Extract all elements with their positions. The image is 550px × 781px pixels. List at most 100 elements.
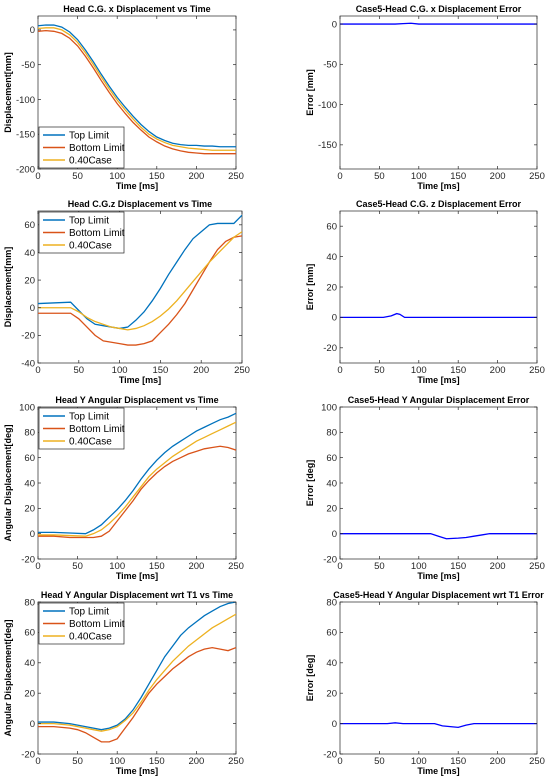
x-axis-label: Time [ms] [116, 571, 158, 581]
legend-label: 0.40Case [69, 156, 112, 167]
chart-panel-2: 0 50 100 150 200 250 -150 -100 -50 0 Case5-Head C.… [305, 4, 545, 191]
chart-title: Head Y Angular Displacement wrt T1 vs Ti… [41, 590, 233, 600]
y-tick-label: 80 [24, 597, 35, 608]
legend-label: 0.40Case [69, 632, 112, 643]
y-axis-label: Displacement[mm] [3, 247, 13, 328]
x-tick-label: 0 [35, 365, 40, 376]
x-tick-label: 0 [35, 561, 40, 572]
y-axis-label: Error [mm] [305, 69, 315, 116]
legend-label: 0.40Case [69, 241, 112, 252]
series-line-0-40case [38, 613, 236, 732]
y-tick-label: -20 [323, 749, 337, 760]
x-tick-label: 200 [490, 171, 506, 182]
x-tick-label: 100 [109, 171, 125, 182]
y-axis-label: Angular Displacement[deg] [3, 424, 13, 541]
y-tick-label: 0 [332, 313, 337, 324]
x-tick-label: 50 [72, 561, 83, 572]
y-tick-label: 60 [24, 453, 35, 464]
y-tick-label: -150 [318, 140, 337, 151]
legend-box [38, 211, 125, 254]
chart-title: Head C.G.z Displacement vs Time [68, 199, 212, 209]
x-tick-label: 250 [529, 756, 545, 767]
legend-label: Top Limit [69, 216, 109, 227]
y-tick-label: -50 [21, 60, 35, 71]
x-tick-label: 250 [228, 561, 244, 572]
plot-area [339, 601, 538, 755]
x-tick-label: 0 [337, 171, 342, 182]
legend-label: Top Limit [69, 607, 109, 618]
chart-title: Head C.G. x Displacement vs Time [63, 4, 210, 14]
series-line-bottom-limit [38, 235, 242, 346]
x-tick-label: 250 [234, 365, 250, 376]
legend-label: Bottom Limit [69, 143, 125, 154]
chart-title: Case5-Head C.G. z Displacement Error [356, 199, 522, 209]
x-tick-label: 150 [152, 365, 168, 376]
x-tick-label: 200 [188, 561, 204, 572]
x-tick-label: 0 [337, 756, 342, 767]
y-tick-label: 0 [30, 719, 35, 730]
y-tick-label: -50 [323, 60, 337, 71]
x-axis-label: Time [ms] [116, 766, 158, 776]
chart-title: Case5-Head Y Angular Displacement Error [348, 395, 530, 405]
x-tick-label: 150 [149, 756, 165, 767]
x-tick-label: 200 [490, 365, 506, 376]
x-tick-label: 200 [490, 561, 506, 572]
series-line-error [340, 22, 537, 25]
x-tick-label: 0 [337, 561, 342, 572]
y-tick-label: 80 [326, 428, 337, 439]
series-line-bottom-limit [38, 445, 236, 539]
y-tick-label: -20 [21, 331, 35, 342]
legend-label: Top Limit [69, 412, 109, 423]
x-tick-label: 50 [374, 561, 385, 572]
x-tick-label: 100 [411, 365, 427, 376]
y-axis-label: Displacement[mm] [3, 52, 13, 133]
y-tick-label: 20 [326, 689, 337, 700]
y-tick-label: -200 [16, 164, 35, 175]
y-tick-label: 40 [24, 478, 35, 489]
x-tick-label: 100 [411, 756, 427, 767]
y-tick-label: -20 [323, 343, 337, 354]
y-tick-label: 0 [332, 19, 337, 30]
series-line-bottom-limit [38, 29, 236, 155]
x-tick-label: 250 [228, 171, 244, 182]
chart-panel-3: 0 50 100 150 200 250 -40 -20 0 20 40 60 Head C.G.z D… [3, 199, 250, 385]
series-line-error [340, 533, 537, 540]
y-tick-label: 20 [24, 504, 35, 515]
y-tick-label: -40 [21, 358, 35, 369]
plot-area [37, 15, 237, 170]
y-tick-label: 60 [326, 453, 337, 464]
x-tick-label: 100 [109, 756, 125, 767]
y-tick-label: 40 [326, 252, 337, 263]
y-tick-label: -100 [16, 95, 35, 106]
x-tick-label: 250 [529, 561, 545, 572]
y-tick-label: 40 [326, 658, 337, 669]
y-axis-label: Error [deg] [305, 655, 315, 702]
y-tick-label: 20 [326, 504, 337, 515]
y-tick-label: 80 [326, 597, 337, 608]
y-tick-label: 60 [326, 222, 337, 233]
x-tick-label: 150 [450, 561, 466, 572]
chart-title: Case5-Head C.G. x Displacement Error [356, 4, 522, 14]
y-axis-label: Error [mm] [305, 264, 315, 311]
chart-title: Head Y Angular Displacement vs Time [55, 395, 218, 405]
series-line-top-limit [38, 602, 236, 731]
plot-area [37, 210, 243, 364]
x-axis-label: Time [ms] [119, 375, 161, 385]
x-tick-label: 250 [529, 365, 545, 376]
x-tick-label: 250 [228, 756, 244, 767]
plot-area [339, 15, 538, 170]
y-tick-label: 100 [321, 402, 337, 413]
y-tick-label: 40 [24, 658, 35, 669]
x-tick-label: 0 [337, 365, 342, 376]
x-tick-label: 250 [529, 171, 545, 182]
y-tick-label: 0 [332, 719, 337, 730]
chart-title: Case5-Head Y Angular Displacement wrt T1… [333, 590, 544, 600]
x-tick-label: 50 [374, 756, 385, 767]
